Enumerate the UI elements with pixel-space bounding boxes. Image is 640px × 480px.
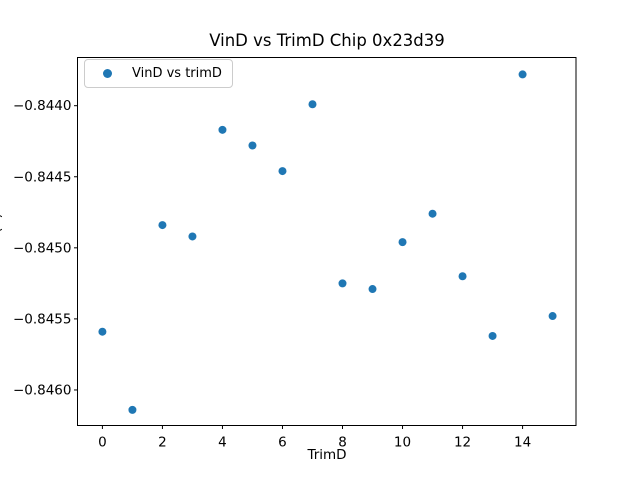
- axes-box: [77, 57, 577, 426]
- x-tick-label: 14: [514, 435, 531, 451]
- y-axis-label: VinD (V): [0, 213, 4, 269]
- data-point: [548, 312, 557, 321]
- y-tick-label: −0.8450: [13, 240, 72, 256]
- x-tick-label: 4: [218, 435, 227, 451]
- legend-label: VinD vs trimD: [132, 66, 222, 81]
- data-point: [398, 238, 407, 247]
- x-tick-label: 0: [98, 435, 107, 451]
- y-tick-label: −0.8440: [13, 98, 72, 114]
- data-point: [458, 272, 467, 281]
- y-tick-label: −0.8455: [13, 311, 72, 327]
- legend-marker-icon: [103, 69, 112, 78]
- data-point: [218, 125, 227, 134]
- legend: VinD vs trimD: [84, 59, 233, 88]
- data-point: [278, 167, 287, 176]
- data-point: [338, 279, 347, 288]
- x-tick-label: 12: [454, 435, 471, 451]
- data-point: [428, 209, 437, 218]
- data-point: [248, 141, 257, 150]
- chart-title: VinD vs TrimD Chip 0x23d39: [209, 31, 445, 50]
- y-tick-label: −0.8445: [13, 169, 72, 185]
- x-tick-label: 8: [338, 435, 347, 451]
- x-axis-label: TrimD: [307, 447, 347, 463]
- data-point: [368, 285, 377, 294]
- data-point: [98, 327, 107, 336]
- data-point: [158, 221, 167, 230]
- data-point: [488, 331, 497, 340]
- x-tick-label: 2: [158, 435, 167, 451]
- data-point: [128, 405, 137, 414]
- y-tick-label: −0.8460: [13, 382, 72, 398]
- x-tick-label: 10: [394, 435, 411, 451]
- data-point: [308, 100, 317, 109]
- x-tick-label: 6: [278, 435, 287, 451]
- data-point: [188, 232, 197, 241]
- data-point: [518, 70, 527, 79]
